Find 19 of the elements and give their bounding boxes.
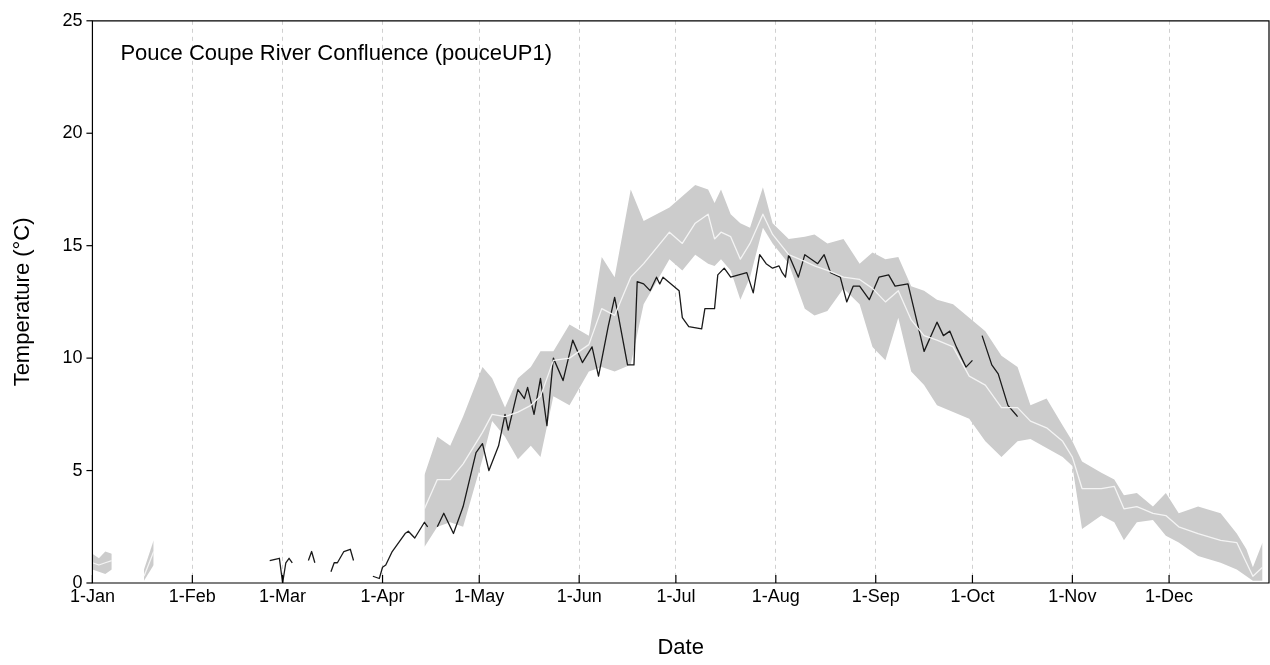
- x-tick-label: 1-Jun: [556, 585, 602, 606]
- y-axis-title: Temperature (°C): [9, 217, 35, 387]
- x-tick-label: 1-Feb: [168, 585, 216, 606]
- y-tick-label: 25: [62, 9, 83, 30]
- x-tick-label: 1-Dec: [1145, 585, 1194, 606]
- x-tick-label: 1-Aug: [751, 585, 800, 606]
- x-axis-title: Date: [657, 633, 704, 659]
- x-tick-label: 1-Apr: [360, 585, 405, 606]
- y-tick-label: 15: [62, 234, 83, 255]
- y-tick-label: 5: [72, 459, 83, 480]
- x-tick-label: 1-Sep: [851, 585, 900, 606]
- x-tick-label: 1-Mar: [259, 585, 307, 606]
- x-tick-label: 1-Nov: [1048, 585, 1097, 606]
- x-tick-label: 1-Oct: [950, 585, 995, 606]
- x-tick-label: 1-May: [454, 585, 505, 606]
- y-tick-label: 10: [62, 347, 83, 368]
- y-tick-label: 20: [62, 122, 83, 143]
- x-tick-label: 1-Jul: [656, 585, 696, 606]
- text: Pouce Coupe River Confluence (pouceUP1): [120, 39, 553, 65]
